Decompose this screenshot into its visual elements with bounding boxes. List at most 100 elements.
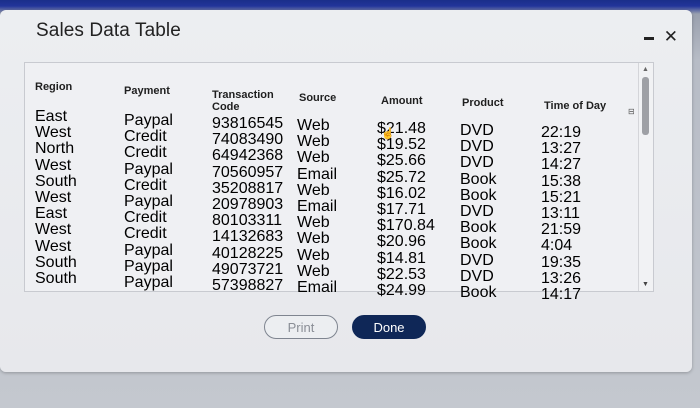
table-cell: 14132683 — [212, 228, 284, 246]
table-cell: 13:27 — [541, 140, 582, 158]
table-cell: 40128225 — [212, 244, 284, 262]
table-cell: Book — [460, 283, 497, 301]
table-cell: Book — [460, 186, 497, 204]
col-time-of-day: 22:19 13:27 14:27 15:38 15:21 13:11 21:59 4:04 1… — [541, 124, 582, 303]
table-cell: 15:21 — [541, 188, 582, 206]
table-cell: DVD — [460, 202, 494, 220]
table-cell: 15:38 — [541, 172, 582, 190]
table-cell: 14:27 — [541, 156, 582, 174]
minimize-icon[interactable] — [643, 36, 654, 40]
table-cell: Web — [297, 149, 330, 167]
table-cell: 13:26 — [541, 269, 582, 287]
table-cell: 4:04 — [541, 237, 573, 255]
table-cell: Email — [297, 278, 338, 296]
table-cell: 20978903 — [212, 195, 284, 213]
sales-data-table: Region East West North West South West East Wes… — [24, 62, 654, 303]
table-cell: Paypal — [124, 112, 173, 129]
table-cell: DVD — [460, 138, 494, 156]
table-cell: DVD — [460, 251, 494, 269]
table-cell: Credit — [124, 128, 167, 146]
table-cell: Book — [460, 170, 497, 188]
table-cell: DVD — [460, 267, 494, 285]
table-cell: DVD — [460, 122, 494, 139]
table-cell: 74083490 — [212, 131, 284, 149]
table-cell: West — [35, 156, 72, 174]
table-cell: Credit — [124, 225, 167, 243]
table-scrollbar[interactable]: ▲ ▼ — [638, 63, 653, 291]
col-amount: $21.48 $19.52 $25.66 $25.72 $16.02 $17.71 $170… — [377, 120, 435, 299]
scroll-down-arrow-icon[interactable]: ▼ — [642, 281, 649, 288]
col-region: East West North West South West East West West So… — [35, 108, 77, 287]
table-cell: South — [35, 172, 77, 190]
mouse-cursor-icon: ☝ — [381, 128, 395, 140]
table-cell: Web — [297, 230, 330, 248]
table-cell: West — [35, 237, 72, 255]
table-cell: $20.96 — [377, 233, 426, 251]
table-cell: $21.48 — [377, 120, 426, 137]
table-cell: 64942368 — [212, 147, 284, 165]
table-cell: 22:19 — [541, 124, 582, 141]
table-cell: Paypal — [124, 241, 173, 259]
scroll-up-arrow-icon[interactable]: ▲ — [642, 66, 649, 73]
col-payment: Paypal Credit Credit Paypal Credit Paypal Cred… — [124, 112, 173, 291]
col-header-product[interactable]: Product — [462, 97, 504, 109]
table-cell: Email — [297, 165, 338, 183]
table-cell: 14:17 — [541, 285, 582, 303]
table-cell: Paypal — [124, 257, 173, 275]
table-cell: Email — [297, 197, 338, 215]
table-cell: Web — [297, 246, 330, 264]
table-cell: South — [35, 253, 77, 271]
table-cell: North — [35, 140, 75, 158]
col-header-time-of-day[interactable]: Time of Day — [544, 100, 607, 112]
table-cell: Paypal — [124, 273, 173, 291]
table-cell: DVD — [460, 154, 494, 172]
col-header-source[interactable]: Source — [299, 92, 337, 104]
table-cell: 57398827 — [212, 276, 284, 294]
col-product: DVD DVD DVD Book Book DVD Book Book DVD DVD Book — [460, 122, 497, 301]
column-settings-icon[interactable]: ⊟ — [628, 107, 635, 116]
col-header-region[interactable]: Region — [35, 81, 73, 93]
table-cell: $25.72 — [377, 168, 426, 186]
done-button[interactable]: Done — [352, 315, 426, 339]
table-cell: East — [35, 205, 68, 223]
table-cell: Web — [297, 133, 330, 151]
table-cell: East — [35, 108, 68, 125]
table-cell: 93816545 — [212, 115, 284, 132]
col-transaction-code: 93816545 74083490 64942368 70560957 35208817… — [212, 115, 284, 294]
col-source: Web Web Web Email Web Email Web Web Web Web Email — [297, 117, 338, 296]
close-icon[interactable]: ✕ — [663, 27, 678, 46]
table-cell: 70560957 — [212, 163, 284, 181]
table-cell: Web — [297, 181, 330, 199]
table-cell: 80103311 — [212, 212, 282, 230]
table-cell: Credit — [124, 176, 167, 194]
table-cell: $17.71 — [377, 200, 426, 218]
table-cell: South — [35, 269, 77, 287]
table-cell: Web — [297, 262, 330, 280]
table-cell: Credit — [124, 144, 167, 162]
scroll-thumb[interactable] — [642, 77, 649, 135]
table-cell: Web — [297, 214, 330, 232]
table-cell: $25.66 — [377, 152, 426, 170]
table-cell: 21:59 — [541, 221, 582, 239]
col-header-amount[interactable]: Amount — [381, 95, 423, 107]
table-cell: Web — [297, 117, 330, 134]
table-cell: Book — [460, 235, 497, 253]
col-header-payment[interactable]: Payment — [124, 85, 170, 97]
table-cell: West — [35, 188, 72, 206]
table-cell: Credit — [124, 209, 167, 227]
table-cell: $170.84 — [377, 217, 435, 235]
table-cell: 49073721 — [212, 260, 284, 278]
table-cell: West — [35, 221, 72, 239]
print-button[interactable]: Print — [264, 315, 338, 339]
table-cell: $24.99 — [377, 281, 426, 299]
table-cell: $14.81 — [377, 249, 426, 267]
sales-data-dialog: Sales Data Table ✕ Region East West North W… — [0, 10, 692, 372]
window-controls: ✕ — [643, 27, 678, 46]
table-cell: $16.02 — [377, 184, 426, 202]
col-header-transaction-code[interactable]: Transaction Code — [212, 89, 274, 113]
table-cell: 13:11 — [541, 204, 580, 222]
table-cell: West — [35, 124, 72, 142]
table-cell: Paypal — [124, 160, 173, 178]
table-cell: Book — [460, 219, 497, 237]
table-cell: 19:35 — [541, 253, 582, 271]
